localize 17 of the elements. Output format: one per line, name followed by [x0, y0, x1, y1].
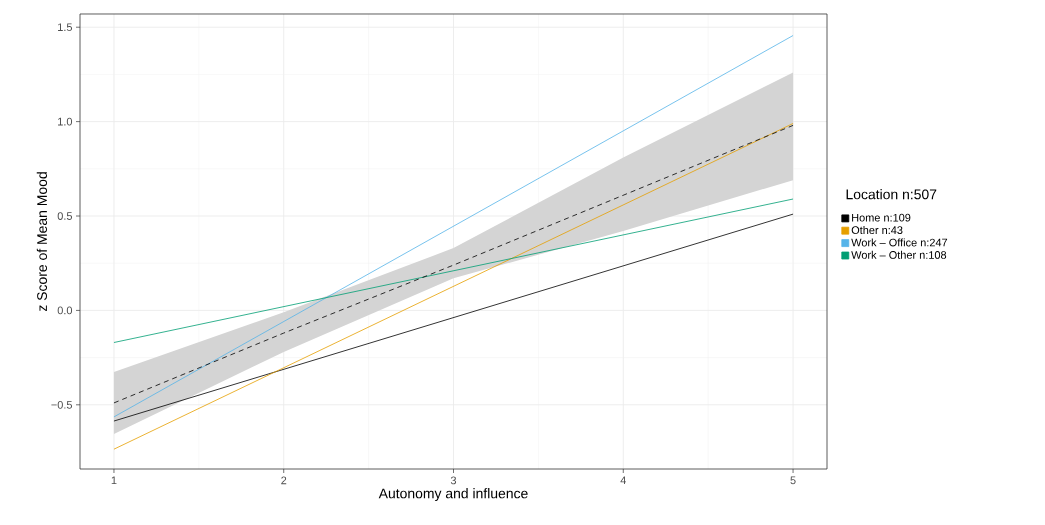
- legend-label: Home n:109: [852, 213, 911, 222]
- x-tick-label: 3: [450, 476, 457, 485]
- y-tick-label: 0.5: [57, 212, 73, 220]
- x-tick-label: 2: [281, 476, 287, 485]
- y-tick-label: 1.0: [58, 117, 73, 126]
- y-tick-label: −0.5: [51, 400, 73, 409]
- legend-label: Work – Other n:108: [851, 250, 947, 259]
- x-tick-label: 5: [790, 476, 796, 485]
- x-tick-label: 4: [620, 476, 626, 485]
- legend-label: Other n:43: [851, 225, 903, 235]
- y-tick-label: 1.5: [58, 23, 73, 32]
- y-tick-label: 0.0: [57, 306, 73, 315]
- x-tick-label: 1: [111, 476, 117, 485]
- legend-title: Location n:507: [846, 189, 937, 200]
- y-axis-title: z Score of Mean Mood: [36, 172, 48, 312]
- legend-label: Work – Office n:247: [851, 238, 948, 247]
- x-axis-title: Autonomy and influence: [378, 488, 528, 502]
